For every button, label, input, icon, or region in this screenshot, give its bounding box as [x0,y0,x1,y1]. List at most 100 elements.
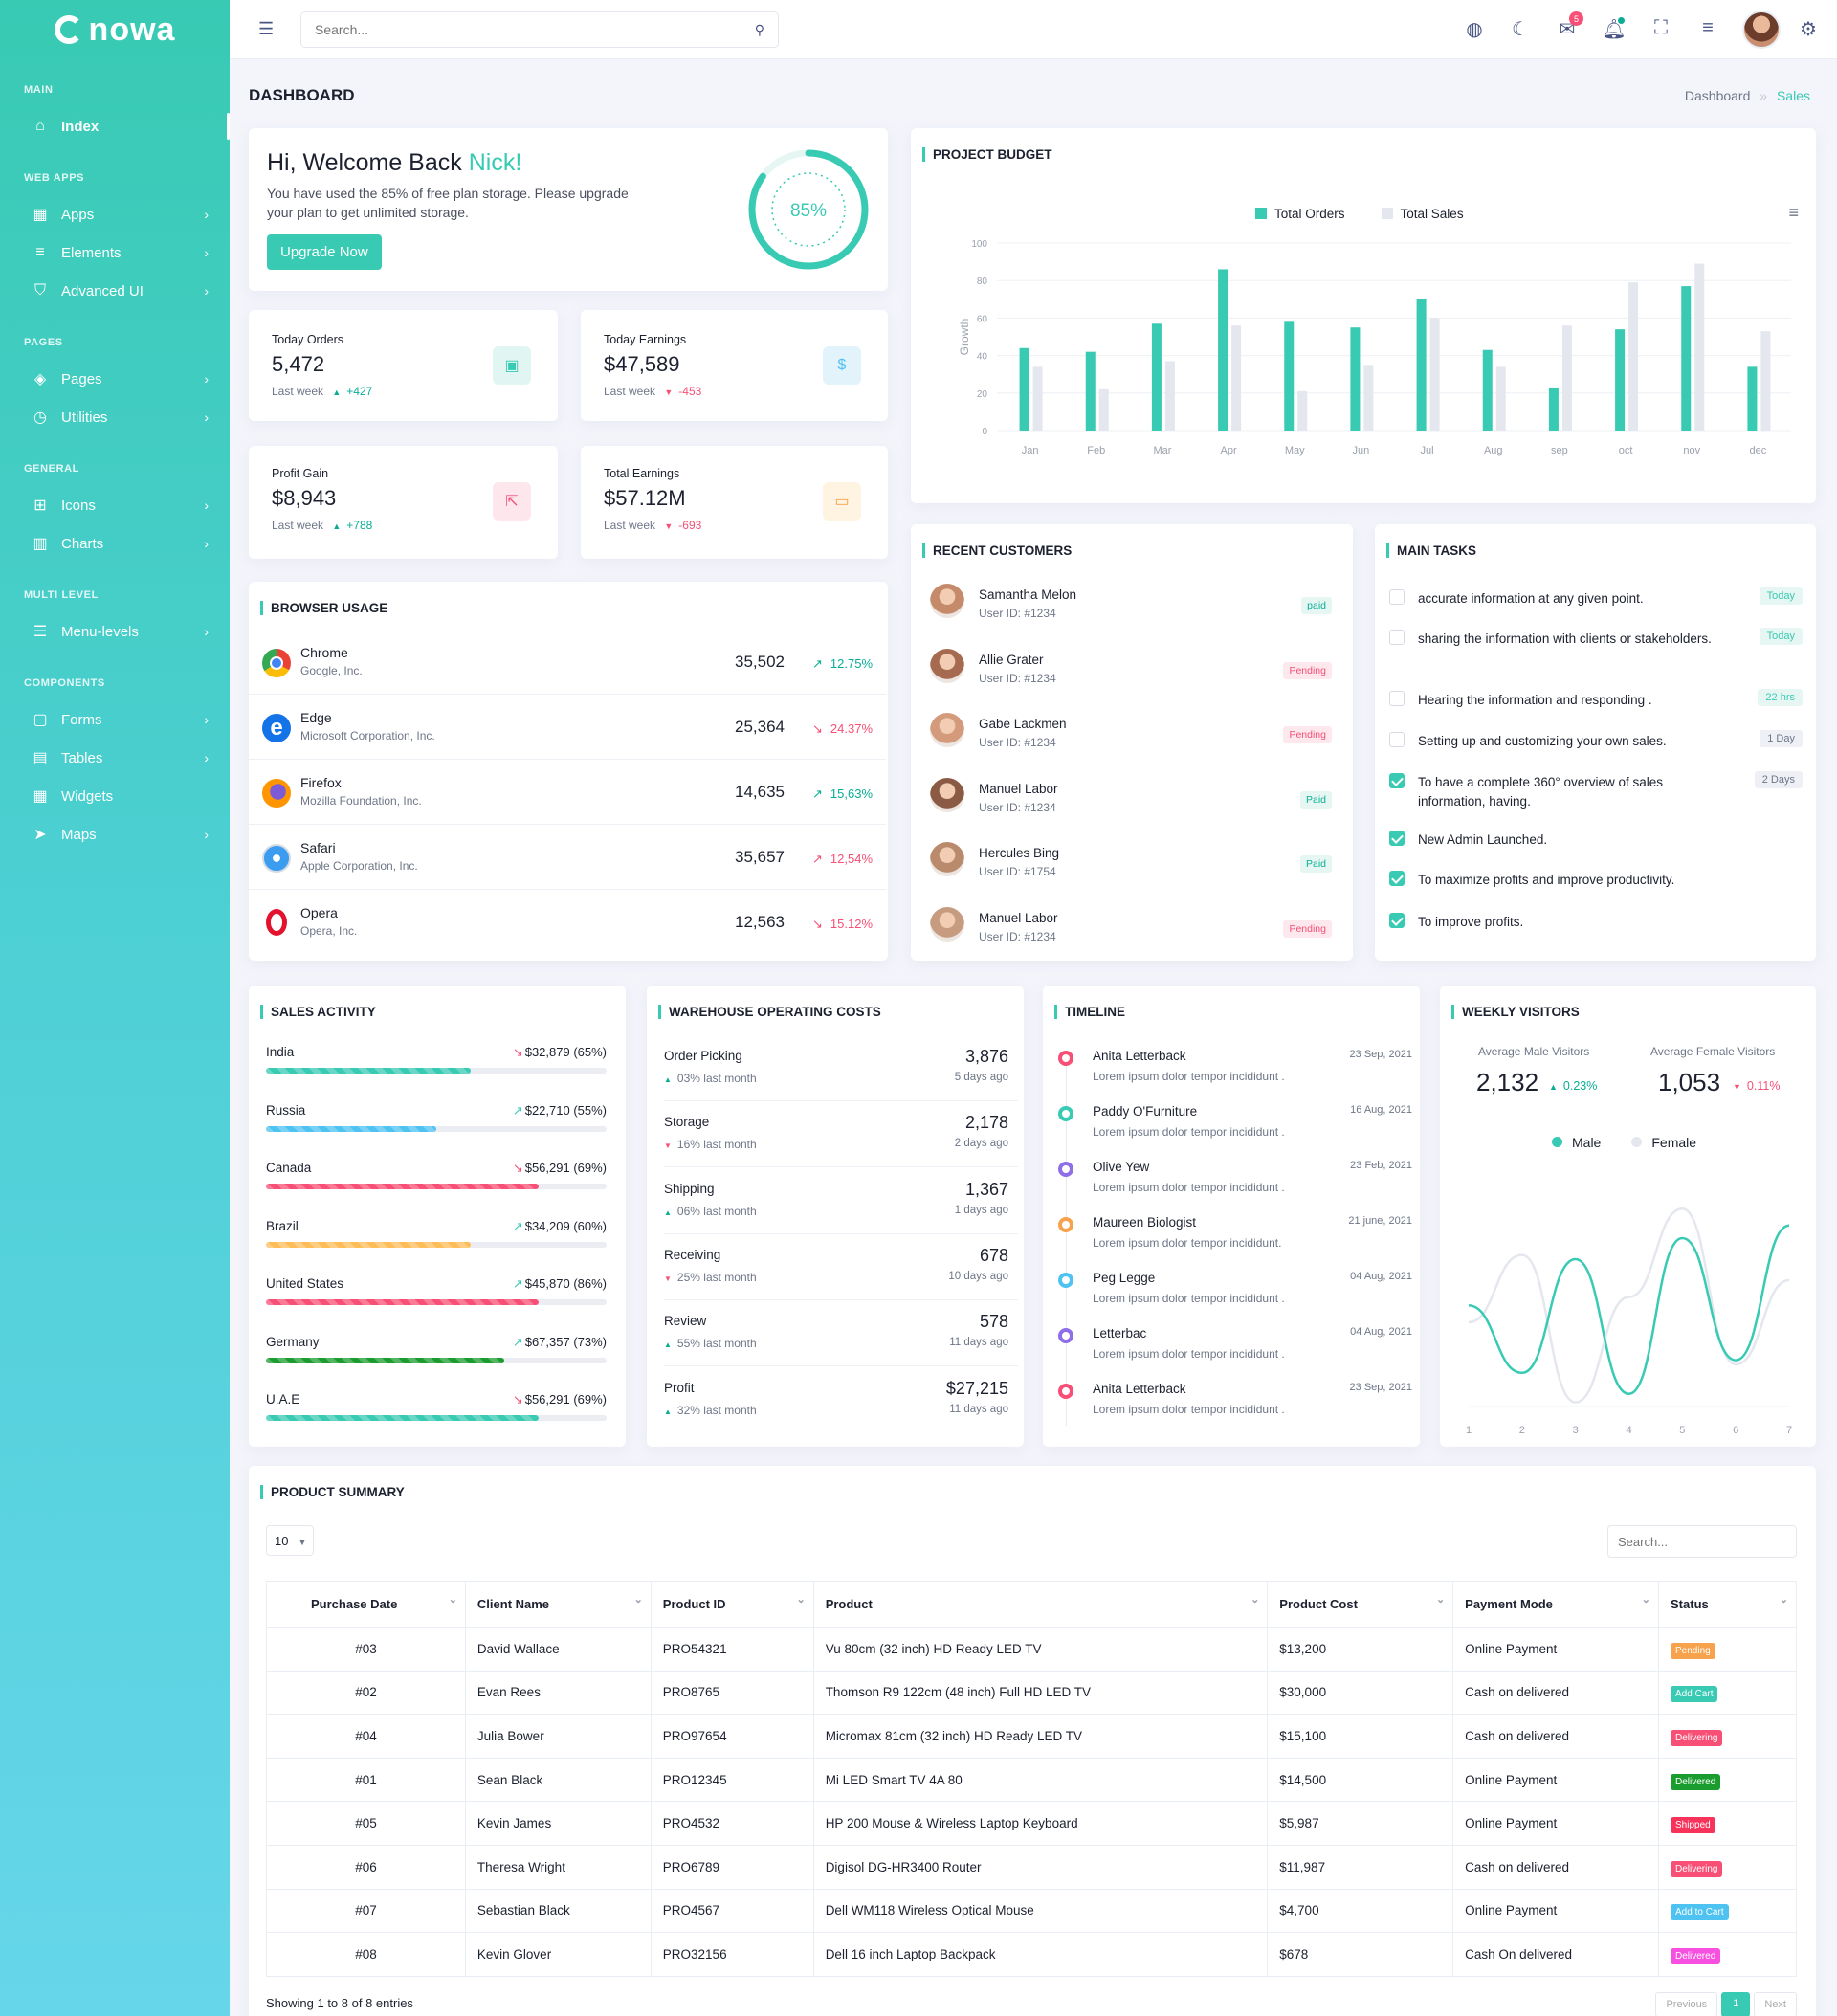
cell-purchase-date: #06 [266,1844,466,1890]
hamburger-menu-icon[interactable]: ☰ [258,19,275,38]
gear-icon[interactable]: ⚙ [1800,19,1817,40]
table-row[interactable]: #05 Kevin James PRO4532 HP 200 Mouse & W… [266,1801,1797,1846]
task-checkbox[interactable] [1389,773,1405,788]
sidebar-item-utilities[interactable]: ◷ Utilities › [0,398,230,436]
bell-icon[interactable]: 🔔︎ [1602,17,1627,40]
sales-amount: $34,209 (60%) [524,1218,607,1233]
browser-company: Microsoft Corporation, Inc. [300,729,435,742]
sidebar-item-tables[interactable]: ▤ Tables › [0,739,230,777]
avatar [930,584,964,618]
sidebar-item-elements[interactable]: ≡ Elements › [0,233,230,272]
cell-product-id: PRO54321 [650,1627,814,1672]
globe-icon[interactable]: ◍ [1466,19,1483,40]
stat-period: Last week [604,385,656,398]
sidebar-item-icons[interactable]: ⊞ Icons › [0,486,230,524]
sidebar-item-pages[interactable]: ◈ Pages › [0,360,230,398]
sales-activity-row: Russia ↗ $22,710 (55%) [266,1103,607,1132]
header-search[interactable]: ⚲ [300,11,779,48]
table-row[interactable]: #07 Sebastian Black PRO4567 Dell WM118 W… [266,1888,1797,1934]
legend-item[interactable]: Female [1631,1135,1696,1150]
browser-name: Opera [300,905,338,920]
cost-name: Profit [664,1380,695,1395]
customer-row[interactable]: Hercules Bing User ID: #1754 Paid [924,829,1338,894]
table-row[interactable]: #02 Evan Rees PRO8765 Thomson R9 122cm (… [266,1670,1797,1716]
task-checkbox[interactable] [1389,831,1405,846]
sales-activity-card: SALES ACTIVITY India ↘ $32,879 (65%) Russ… [249,986,626,1447]
align-right-icon[interactable]: ≡ [1702,17,1714,38]
task-checkbox[interactable] [1389,589,1405,605]
cell-product-cost: $5,987 [1267,1801,1454,1846]
cell-payment-mode: Online Payment [1452,1627,1660,1672]
sidebar-item-maps[interactable]: ➤ Maps › [0,815,230,853]
sidebar-item-index[interactable]: ⌂ Index [0,107,230,145]
pagination-previous[interactable]: Previous [1655,1992,1718,2016]
sidebar-item-forms[interactable]: ▢ Forms › [0,700,230,739]
sidebar-item-advanced-ui[interactable]: ⛉ Advanced UI › [0,272,230,310]
cell-product-id: PRO12345 [650,1757,814,1803]
cost-time: 1 days ago [954,1204,1008,1216]
progress-fill [266,1241,471,1248]
task-checkbox[interactable] [1389,630,1405,645]
table-row[interactable]: #06 Theresa Wright PRO6789 Digisol DG-HR… [266,1844,1797,1890]
bar-orders [1284,321,1295,431]
column-header-product-id[interactable]: Product ID [650,1581,814,1628]
task-checkbox[interactable] [1389,732,1405,747]
column-header-client-name[interactable]: Client Name [464,1581,652,1628]
sidebar-item-apps[interactable]: ▦ Apps › [0,195,230,233]
search-input[interactable] [315,22,755,37]
customer-row[interactable]: Manuel Labor User ID: #1234 Pending [924,894,1338,959]
legend-item[interactable]: Male [1552,1135,1601,1150]
customer-row[interactable]: Samantha Melon User ID: #1234 paid [924,570,1338,635]
table-row[interactable]: #03 David Wallace PRO54321 Vu 80cm (32 i… [266,1627,1797,1672]
task-checkbox[interactable] [1389,913,1405,928]
customer-row[interactable]: Allie Grater User ID: #1234 Pending [924,635,1338,700]
legend-item[interactable]: Total Sales [1381,207,1464,221]
chart-menu-icon[interactable]: ≡ [1788,203,1799,222]
progress-track [266,1068,607,1074]
column-header-product[interactable]: Product [812,1581,1269,1628]
sidebar-item-menu-levels[interactable]: ☰ Menu-levels › [0,612,230,651]
customer-row[interactable]: Gabe Lackmen User ID: #1234 Pending [924,699,1338,764]
user-avatar[interactable] [1742,11,1781,49]
column-header-status[interactable]: Status [1658,1581,1797,1628]
recent-customers-card: RECENT CUSTOMERS Samantha Melon User ID:… [911,524,1353,961]
column-header-product-cost[interactable]: Product Cost [1267,1581,1454,1628]
visitors-line-chart: 1 2 3 4 5 6 7 [1466,1207,1792,1436]
sidebar-item-charts[interactable]: ▥ Charts › [0,524,230,563]
card-title: PROJECT BUDGET [922,147,1052,162]
table-search-input[interactable] [1607,1525,1797,1558]
app-logo[interactable]: nowa [0,0,230,59]
chevron-right-icon: › [204,283,209,299]
pagination-next[interactable]: Next [1754,1992,1797,2016]
page-size-select[interactable]: 10 ▼ [266,1525,314,1556]
cell-product-id: PRO32156 [650,1932,814,1977]
column-header-purchase-date[interactable]: Purchase Date [266,1581,466,1628]
sidebar-item-widgets[interactable]: ▦ Widgets [0,777,230,815]
warehouse-row: Receiving ▼ 25% last month 678 10 days ag… [664,1234,1018,1300]
card-title: WEEKLY VISITORS [1451,1005,1580,1019]
pagination-page-1[interactable]: 1 [1721,1992,1751,2016]
upgrade-now-button[interactable]: Upgrade Now [267,234,382,270]
cell-payment-mode: Cash on delivered [1452,1670,1660,1716]
task-checkbox[interactable] [1389,691,1405,706]
table-header-row: Purchase Date Client Name Product ID Pro… [266,1581,1797,1628]
task-checkbox[interactable] [1389,871,1405,886]
table-row[interactable]: #04 Julia Bower PRO97654 Micromax 81cm (… [266,1714,1797,1759]
browser-name: Safari [300,840,336,855]
fullscreen-icon[interactable]: ⛶ [1654,17,1668,38]
table-row[interactable]: #08 Kevin Glover PRO32156 Dell 16 inch L… [266,1932,1797,1977]
customer-row[interactable]: Manuel Labor User ID: #1234 Paid [924,764,1338,830]
breadcrumb-dashboard[interactable]: Dashboard [1684,88,1751,103]
trend-up-icon: ↗ [512,1276,523,1291]
moon-icon[interactable]: ☾ [1512,19,1529,40]
table-row[interactable]: #01 Sean Black PRO12345 Mi LED Smart TV … [266,1757,1797,1803]
sidebar-item-label: Charts [61,535,104,552]
legend-item[interactable]: Total Orders [1255,207,1345,221]
stat-label: Profit Gain [272,467,329,480]
widgets-icon: ▦ [33,788,48,805]
search-icon[interactable]: ⚲ [754,21,764,37]
browser-name: Firefox [300,775,342,790]
x-tick-label: 3 [1573,1425,1579,1436]
column-header-payment-mode[interactable]: Payment Mode [1452,1581,1660,1628]
mail-icon[interactable]: ✉ 5 [1555,11,1583,41]
